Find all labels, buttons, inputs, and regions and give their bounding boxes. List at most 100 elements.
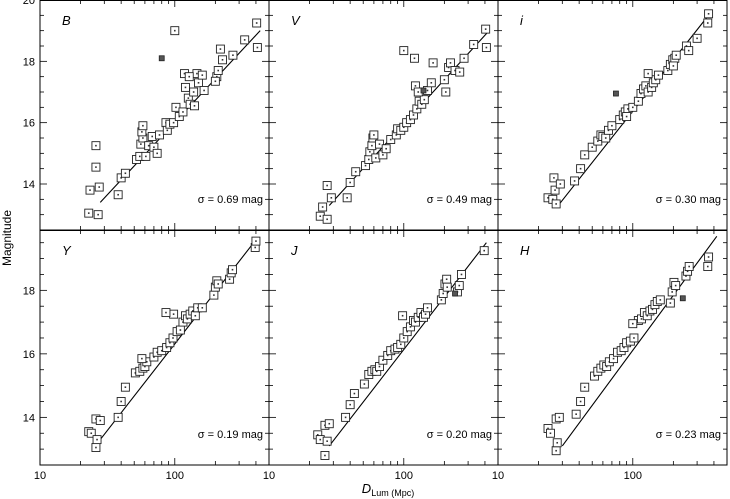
data-point-core: [553, 177, 555, 179]
data-point-core: [547, 197, 549, 199]
data-point-core: [172, 313, 175, 315]
data-point-core: [95, 166, 97, 168]
y-tick-label: 18: [23, 285, 35, 297]
x-tick-label: 10: [34, 470, 46, 482]
data-point-core: [165, 311, 167, 314]
data-point-core: [373, 134, 375, 136]
data-point-core: [426, 89, 429, 92]
data-point-core: [156, 351, 158, 354]
y-tick-label: 14: [23, 412, 35, 424]
data-point-core: [367, 158, 370, 161]
data-point-core: [669, 302, 672, 304]
data-point-core: [375, 157, 377, 159]
data-point-core: [160, 349, 163, 352]
data-point-filled: [613, 90, 619, 97]
data-point-core: [631, 322, 634, 325]
data-point-core: [555, 203, 557, 205]
data-point-core: [605, 365, 608, 368]
data-point-core: [183, 72, 186, 75]
data-point-core: [445, 91, 447, 93]
data-point-core: [447, 66, 450, 69]
data-point-core: [117, 193, 119, 196]
data-point-core: [353, 392, 356, 395]
panel-sigma-label: σ = 0.30 mag: [656, 194, 721, 206]
data-point-filled: [452, 290, 458, 297]
data-point-core: [354, 170, 357, 173]
data-point-core: [402, 126, 405, 129]
data-point-core: [414, 321, 417, 323]
data-point-core: [549, 432, 552, 435]
data-point-core: [330, 197, 333, 199]
data-point-core: [672, 65, 675, 67]
data-point-core: [596, 140, 599, 142]
data-point-core: [627, 108, 629, 110]
data-point-core: [686, 270, 689, 273]
data-point-core: [378, 365, 381, 368]
data-point-core: [231, 268, 234, 271]
data-point-core: [232, 54, 234, 56]
data-point-core: [426, 307, 429, 309]
data-point-core: [555, 449, 557, 452]
data-point-core: [579, 167, 582, 170]
panel-band-label: Y: [62, 243, 72, 258]
data-point-core: [445, 278, 448, 281]
y-axis-title: Magnitude: [0, 210, 14, 266]
y-tick-label: 14: [23, 179, 35, 191]
data-point-core: [141, 357, 143, 360]
data-point-core: [420, 103, 423, 106]
data-point-core: [417, 91, 420, 93]
data-point-core: [558, 416, 561, 419]
data-point-core: [95, 446, 97, 449]
panel-frame: [497, 230, 728, 466]
data-point-core: [201, 74, 204, 76]
data-point-core: [413, 57, 416, 60]
data-point-core: [650, 86, 653, 89]
data-point-core: [687, 49, 690, 52]
data-point-core: [659, 299, 662, 301]
data-point-core: [191, 310, 194, 312]
panel-sigma-label: σ = 0.19 mag: [198, 429, 263, 441]
data-point-core: [175, 106, 177, 109]
data-point-core: [667, 69, 669, 72]
data-point-core: [319, 215, 322, 217]
data-point-core: [96, 438, 98, 441]
data-point-core: [623, 346, 625, 349]
data-point-core: [706, 22, 709, 24]
data-point-core: [188, 75, 191, 78]
data-point-core: [573, 180, 576, 182]
x-tick-label: 100: [395, 470, 413, 482]
panel-j: 10 100 Jσ = 0.20 mag: [263, 230, 499, 482]
data-point-core: [369, 151, 371, 153]
data-point-core: [120, 400, 122, 403]
panel-band-label: V: [291, 13, 301, 28]
data-point-core: [371, 144, 373, 147]
data-point-core: [172, 337, 174, 339]
data-point-core: [409, 118, 412, 121]
data-point-core: [707, 256, 710, 258]
data-point-core: [158, 134, 161, 136]
data-point-core: [213, 294, 215, 296]
data-point-core: [349, 181, 351, 184]
data-point-core: [654, 78, 657, 81]
data-point-core: [165, 346, 168, 349]
data-point-core: [446, 286, 449, 288]
data-point-core: [414, 85, 417, 87]
panel-band-label: i: [520, 13, 524, 28]
data-point-core: [647, 91, 649, 93]
data-point-core: [657, 74, 660, 76]
panel-b: 14 16 18 20 Bσ = 0.69 mag: [23, 0, 270, 231]
data-point-core: [316, 434, 319, 436]
data-point-core: [402, 337, 405, 339]
panels-group: 14 16 18 20 Bσ = 0.69 mag Vσ = 0.49 mag i σ = 0…: [23, 0, 728, 482]
data-point-core: [346, 197, 348, 199]
data-point-core: [144, 365, 146, 368]
data-point-core: [385, 147, 387, 150]
data-point-core: [612, 357, 615, 360]
data-point-core: [217, 69, 220, 72]
data-point-core: [194, 314, 197, 317]
data-point-core: [221, 59, 224, 61]
data-point-core: [389, 138, 392, 141]
data-point-core: [382, 359, 384, 362]
data-point-core: [591, 146, 594, 148]
data-point-core: [458, 71, 461, 73]
